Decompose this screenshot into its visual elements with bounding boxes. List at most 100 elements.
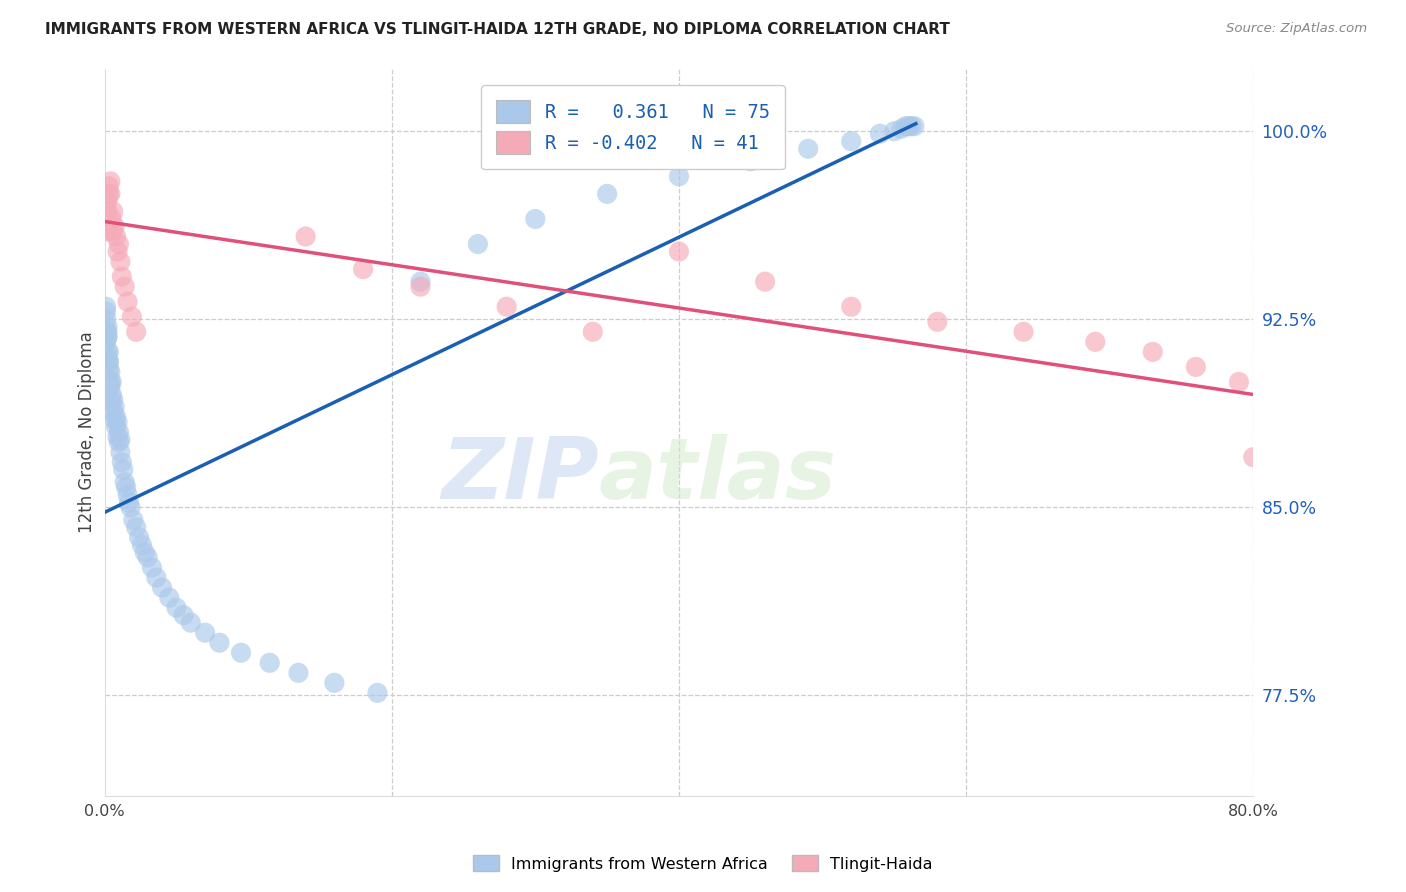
- Point: [97, 362, 120, 376]
- Point: [1257, 480, 1279, 494]
- Point: [98, 365, 121, 379]
- Point: [97, 355, 120, 369]
- Point: [110, 433, 132, 447]
- Point: [524, 211, 547, 226]
- Point: [740, 154, 762, 169]
- Point: [104, 219, 127, 234]
- Point: [294, 229, 316, 244]
- Point: [165, 600, 187, 615]
- Point: [208, 636, 231, 650]
- Point: [1241, 450, 1264, 465]
- Point: [117, 488, 139, 502]
- Point: [582, 325, 605, 339]
- Point: [101, 387, 124, 401]
- Point: [467, 237, 489, 252]
- Point: [112, 463, 135, 477]
- Point: [1292, 204, 1315, 219]
- Point: [108, 425, 131, 439]
- Point: [150, 581, 173, 595]
- Point: [134, 545, 156, 559]
- Point: [145, 570, 167, 584]
- Point: [903, 119, 925, 133]
- Point: [323, 676, 346, 690]
- Point: [409, 275, 432, 289]
- Point: [180, 615, 202, 630]
- Point: [839, 134, 862, 148]
- Point: [1142, 344, 1164, 359]
- Point: [97, 179, 120, 194]
- Point: [107, 430, 129, 444]
- Point: [1264, 412, 1286, 426]
- Point: [121, 310, 143, 324]
- Point: [131, 538, 153, 552]
- Point: [94, 312, 117, 326]
- Point: [668, 169, 690, 184]
- Point: [98, 174, 121, 188]
- Point: [107, 415, 129, 429]
- Point: [114, 279, 136, 293]
- Point: [409, 279, 432, 293]
- Point: [869, 127, 891, 141]
- Point: [596, 186, 619, 201]
- Point: [105, 229, 128, 244]
- Point: [125, 325, 148, 339]
- Point: [194, 625, 217, 640]
- Point: [94, 225, 117, 239]
- Point: [103, 204, 125, 219]
- Point: [1285, 211, 1308, 226]
- Point: [839, 300, 862, 314]
- Point: [894, 119, 917, 133]
- Point: [97, 355, 120, 369]
- Point: [103, 225, 125, 239]
- Legend: Immigrants from Western Africa, Tlingit-Haida: Immigrants from Western Africa, Tlingit-…: [465, 847, 941, 880]
- Point: [136, 550, 159, 565]
- Point: [94, 300, 117, 314]
- Point: [98, 186, 121, 201]
- Point: [1012, 325, 1035, 339]
- Point: [108, 435, 131, 450]
- Point: [94, 325, 117, 339]
- Point: [366, 686, 388, 700]
- Point: [927, 315, 949, 329]
- Point: [229, 646, 252, 660]
- Point: [259, 656, 281, 670]
- Y-axis label: 12th Grade, No Diploma: 12th Grade, No Diploma: [79, 331, 96, 533]
- Point: [141, 560, 163, 574]
- Point: [97, 344, 120, 359]
- Point: [117, 294, 139, 309]
- Point: [122, 513, 145, 527]
- Point: [96, 194, 118, 209]
- Point: [101, 211, 124, 226]
- Point: [108, 237, 131, 252]
- Point: [105, 420, 128, 434]
- Point: [107, 244, 129, 259]
- Point: [120, 500, 142, 515]
- Text: atlas: atlas: [599, 434, 837, 517]
- Point: [668, 244, 690, 259]
- Point: [1278, 225, 1301, 239]
- Point: [96, 330, 118, 344]
- Point: [105, 410, 128, 425]
- Point: [97, 186, 120, 201]
- Point: [125, 520, 148, 534]
- Point: [890, 121, 912, 136]
- Point: [111, 269, 134, 284]
- Point: [352, 262, 374, 277]
- Point: [118, 495, 141, 509]
- Point: [104, 412, 127, 426]
- Point: [1185, 359, 1208, 374]
- Point: [98, 380, 121, 394]
- Point: [1084, 334, 1107, 349]
- Point: [101, 395, 124, 409]
- Point: [96, 330, 118, 344]
- Point: [114, 475, 136, 490]
- Point: [900, 119, 922, 133]
- Point: [883, 124, 905, 138]
- Point: [115, 480, 138, 494]
- Text: IMMIGRANTS FROM WESTERN AFRICA VS TLINGIT-HAIDA 12TH GRADE, NO DIPLOMA CORRELATI: IMMIGRANTS FROM WESTERN AFRICA VS TLINGI…: [45, 22, 950, 37]
- Point: [157, 591, 180, 605]
- Point: [94, 304, 117, 318]
- Point: [96, 325, 118, 339]
- Point: [110, 254, 132, 268]
- Point: [96, 319, 118, 334]
